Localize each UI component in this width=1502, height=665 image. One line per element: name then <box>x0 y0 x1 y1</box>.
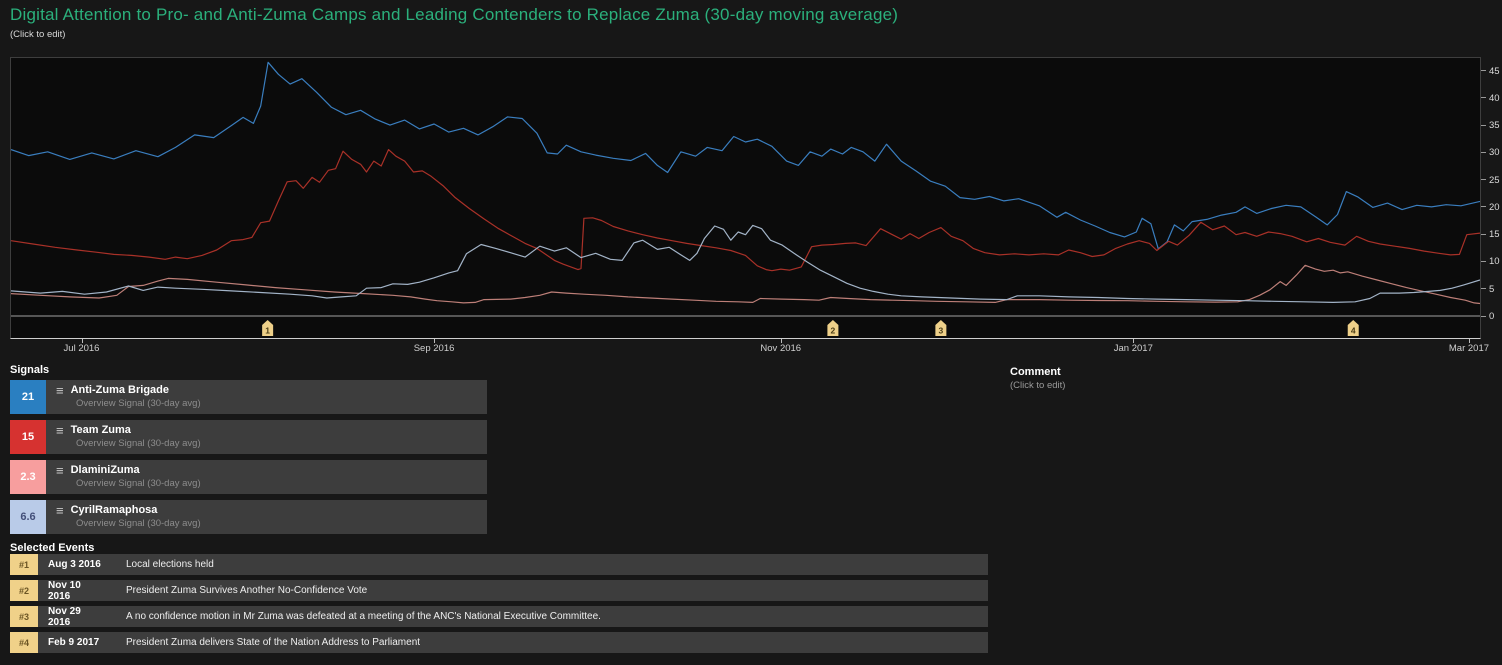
signal-card-cyrilramaphosa[interactable]: 6.6 ≡ CyrilRamaphosa Overview Signal (30… <box>10 500 487 534</box>
comment-section[interactable]: Comment (Click to edit) <box>1010 366 1065 391</box>
event-number-badge: #3 <box>10 606 38 627</box>
svg-text:3: 3 <box>939 326 944 336</box>
y-axis-tick-label: 45 <box>1489 65 1500 77</box>
y-tick-mark <box>1481 97 1486 99</box>
x-axis-tick-label: Jan 2017 <box>1113 343 1153 354</box>
x-axis-tick-label: Mar 2017 <box>1448 343 1490 354</box>
signal-card-dlaminizuma[interactable]: 2.3 ≡ DlaminiZuma Overview Signal (30-da… <box>10 460 487 494</box>
event-number-badge: #2 <box>10 580 38 601</box>
series-line-team-zuma <box>11 148 1480 272</box>
svg-text:4: 4 <box>1351 326 1356 336</box>
event-row-3[interactable]: #3 Nov 29 2016 A no confidence motion in… <box>10 605 988 628</box>
event-date: Nov 29 2016 <box>48 605 81 628</box>
svg-text:1: 1 <box>265 326 270 336</box>
event-row-2[interactable]: #2 Nov 10 2016 President Zuma Survives A… <box>10 579 988 602</box>
signal-value-badge: 15 <box>10 420 46 454</box>
y-axis-tick-label: 40 <box>1489 92 1500 104</box>
event-number-badge: #4 <box>10 632 38 653</box>
y-axis-tick-label: 35 <box>1489 120 1500 132</box>
signal-name: DlaminiZuma <box>70 464 140 476</box>
y-axis-tick-label: 20 <box>1489 201 1500 213</box>
comment-edit-hint[interactable]: (Click to edit) <box>1010 380 1066 391</box>
events-list: #1 Aug 3 2016 Local elections held #2 No… <box>10 554 988 658</box>
signal-card-anti-zuma-brigade[interactable]: 21 ≡ Anti-Zuma Brigade Overview Signal (… <box>10 380 487 414</box>
signal-subtitle: Overview Signal (30-day avg) <box>76 398 201 409</box>
svg-text:2: 2 <box>831 326 836 336</box>
y-axis-tick-label: 5 <box>1489 283 1495 295</box>
y-tick-mark <box>1481 315 1486 317</box>
y-axis-tick-label: 15 <box>1489 229 1500 241</box>
series-line-dlaminizuma <box>11 264 1480 305</box>
y-tick-mark <box>1481 70 1486 71</box>
timeseries-chart: 1 2 3 4 <box>10 57 1481 339</box>
selected-events-header: Selected Events <box>10 542 95 554</box>
y-tick-mark <box>1481 260 1486 262</box>
x-tick-mark <box>1133 339 1135 343</box>
event-description: Local elections held <box>126 559 214 570</box>
signal-subtitle: Overview Signal (30-day avg) <box>76 478 201 489</box>
event-date: Nov 10 2016 <box>48 579 81 602</box>
y-tick-mark <box>1481 151 1486 153</box>
series-line-anti-zuma-brigade <box>11 61 1480 250</box>
drag-handle-icon[interactable]: ≡ <box>56 462 64 478</box>
x-axis-tick-label: Nov 2016 <box>760 343 802 354</box>
y-tick-mark <box>1481 179 1486 181</box>
event-date: Aug 3 2016 <box>48 559 101 570</box>
event-marker-2[interactable]: 2 <box>827 320 839 336</box>
signal-name: Team Zuma <box>70 424 131 436</box>
event-marker-3[interactable]: 3 <box>935 320 947 336</box>
event-row-1[interactable]: #1 Aug 3 2016 Local elections held <box>10 554 988 575</box>
title-edit-hint[interactable]: (Click to edit) <box>10 29 66 40</box>
signals-header: Signals <box>10 364 50 376</box>
event-marker-1[interactable]: 1 <box>262 320 274 336</box>
signal-value-badge: 21 <box>10 380 46 414</box>
signal-name: CyrilRamaphosa <box>70 504 158 516</box>
x-tick-mark <box>1468 339 1470 343</box>
event-description: President Zuma Survives Another No-Confi… <box>126 585 368 596</box>
y-tick-mark <box>1481 206 1486 208</box>
drag-handle-icon[interactable]: ≡ <box>56 382 64 398</box>
signal-subtitle: Overview Signal (30-day avg) <box>76 518 201 529</box>
event-date: Feb 9 2017 <box>48 637 100 648</box>
comment-header: Comment <box>1010 366 1061 378</box>
chart-canvas: 1 2 3 4 <box>11 61 1480 336</box>
signal-value-badge: 6.6 <box>10 500 46 534</box>
signal-subtitle: Overview Signal (30-day avg) <box>76 438 201 449</box>
x-tick-mark <box>780 339 782 343</box>
signal-name: Anti-Zuma Brigade <box>70 384 169 396</box>
y-axis-tick-label: 0 <box>1489 311 1495 322</box>
x-tick-mark <box>434 339 436 343</box>
x-axis-tick-label: Jul 2016 <box>63 343 100 354</box>
x-tick-mark <box>81 339 83 343</box>
event-description: A no confidence motion in Mr Zuma was de… <box>126 611 601 622</box>
y-tick-mark <box>1481 288 1486 290</box>
signals-list: 21 ≡ Anti-Zuma Brigade Overview Signal (… <box>10 380 487 540</box>
y-tick-mark <box>1481 233 1486 235</box>
page-title[interactable]: Digital Attention to Pro- and Anti-Zuma … <box>10 5 899 24</box>
event-description: President Zuma delivers State of the Nat… <box>126 637 421 648</box>
x-axis-tick-label: Sep 2016 <box>413 343 455 354</box>
y-axis-tick-label: 25 <box>1489 174 1500 186</box>
event-marker-4[interactable]: 4 <box>1347 320 1359 336</box>
event-number-badge: #1 <box>10 554 38 575</box>
drag-handle-icon[interactable]: ≡ <box>56 502 64 518</box>
drag-handle-icon[interactable]: ≡ <box>56 422 64 438</box>
y-axis-tick-label: 30 <box>1489 147 1500 159</box>
signal-value-badge: 2.3 <box>10 460 46 494</box>
y-axis-tick-label: 10 <box>1489 256 1500 268</box>
event-row-4[interactable]: #4 Feb 9 2017 President Zuma delivers St… <box>10 632 988 653</box>
signal-card-team-zuma[interactable]: 15 ≡ Team Zuma Overview Signal (30-day a… <box>10 420 487 454</box>
y-tick-mark <box>1481 124 1486 126</box>
series-line-cyrilramaphosa <box>11 224 1480 303</box>
